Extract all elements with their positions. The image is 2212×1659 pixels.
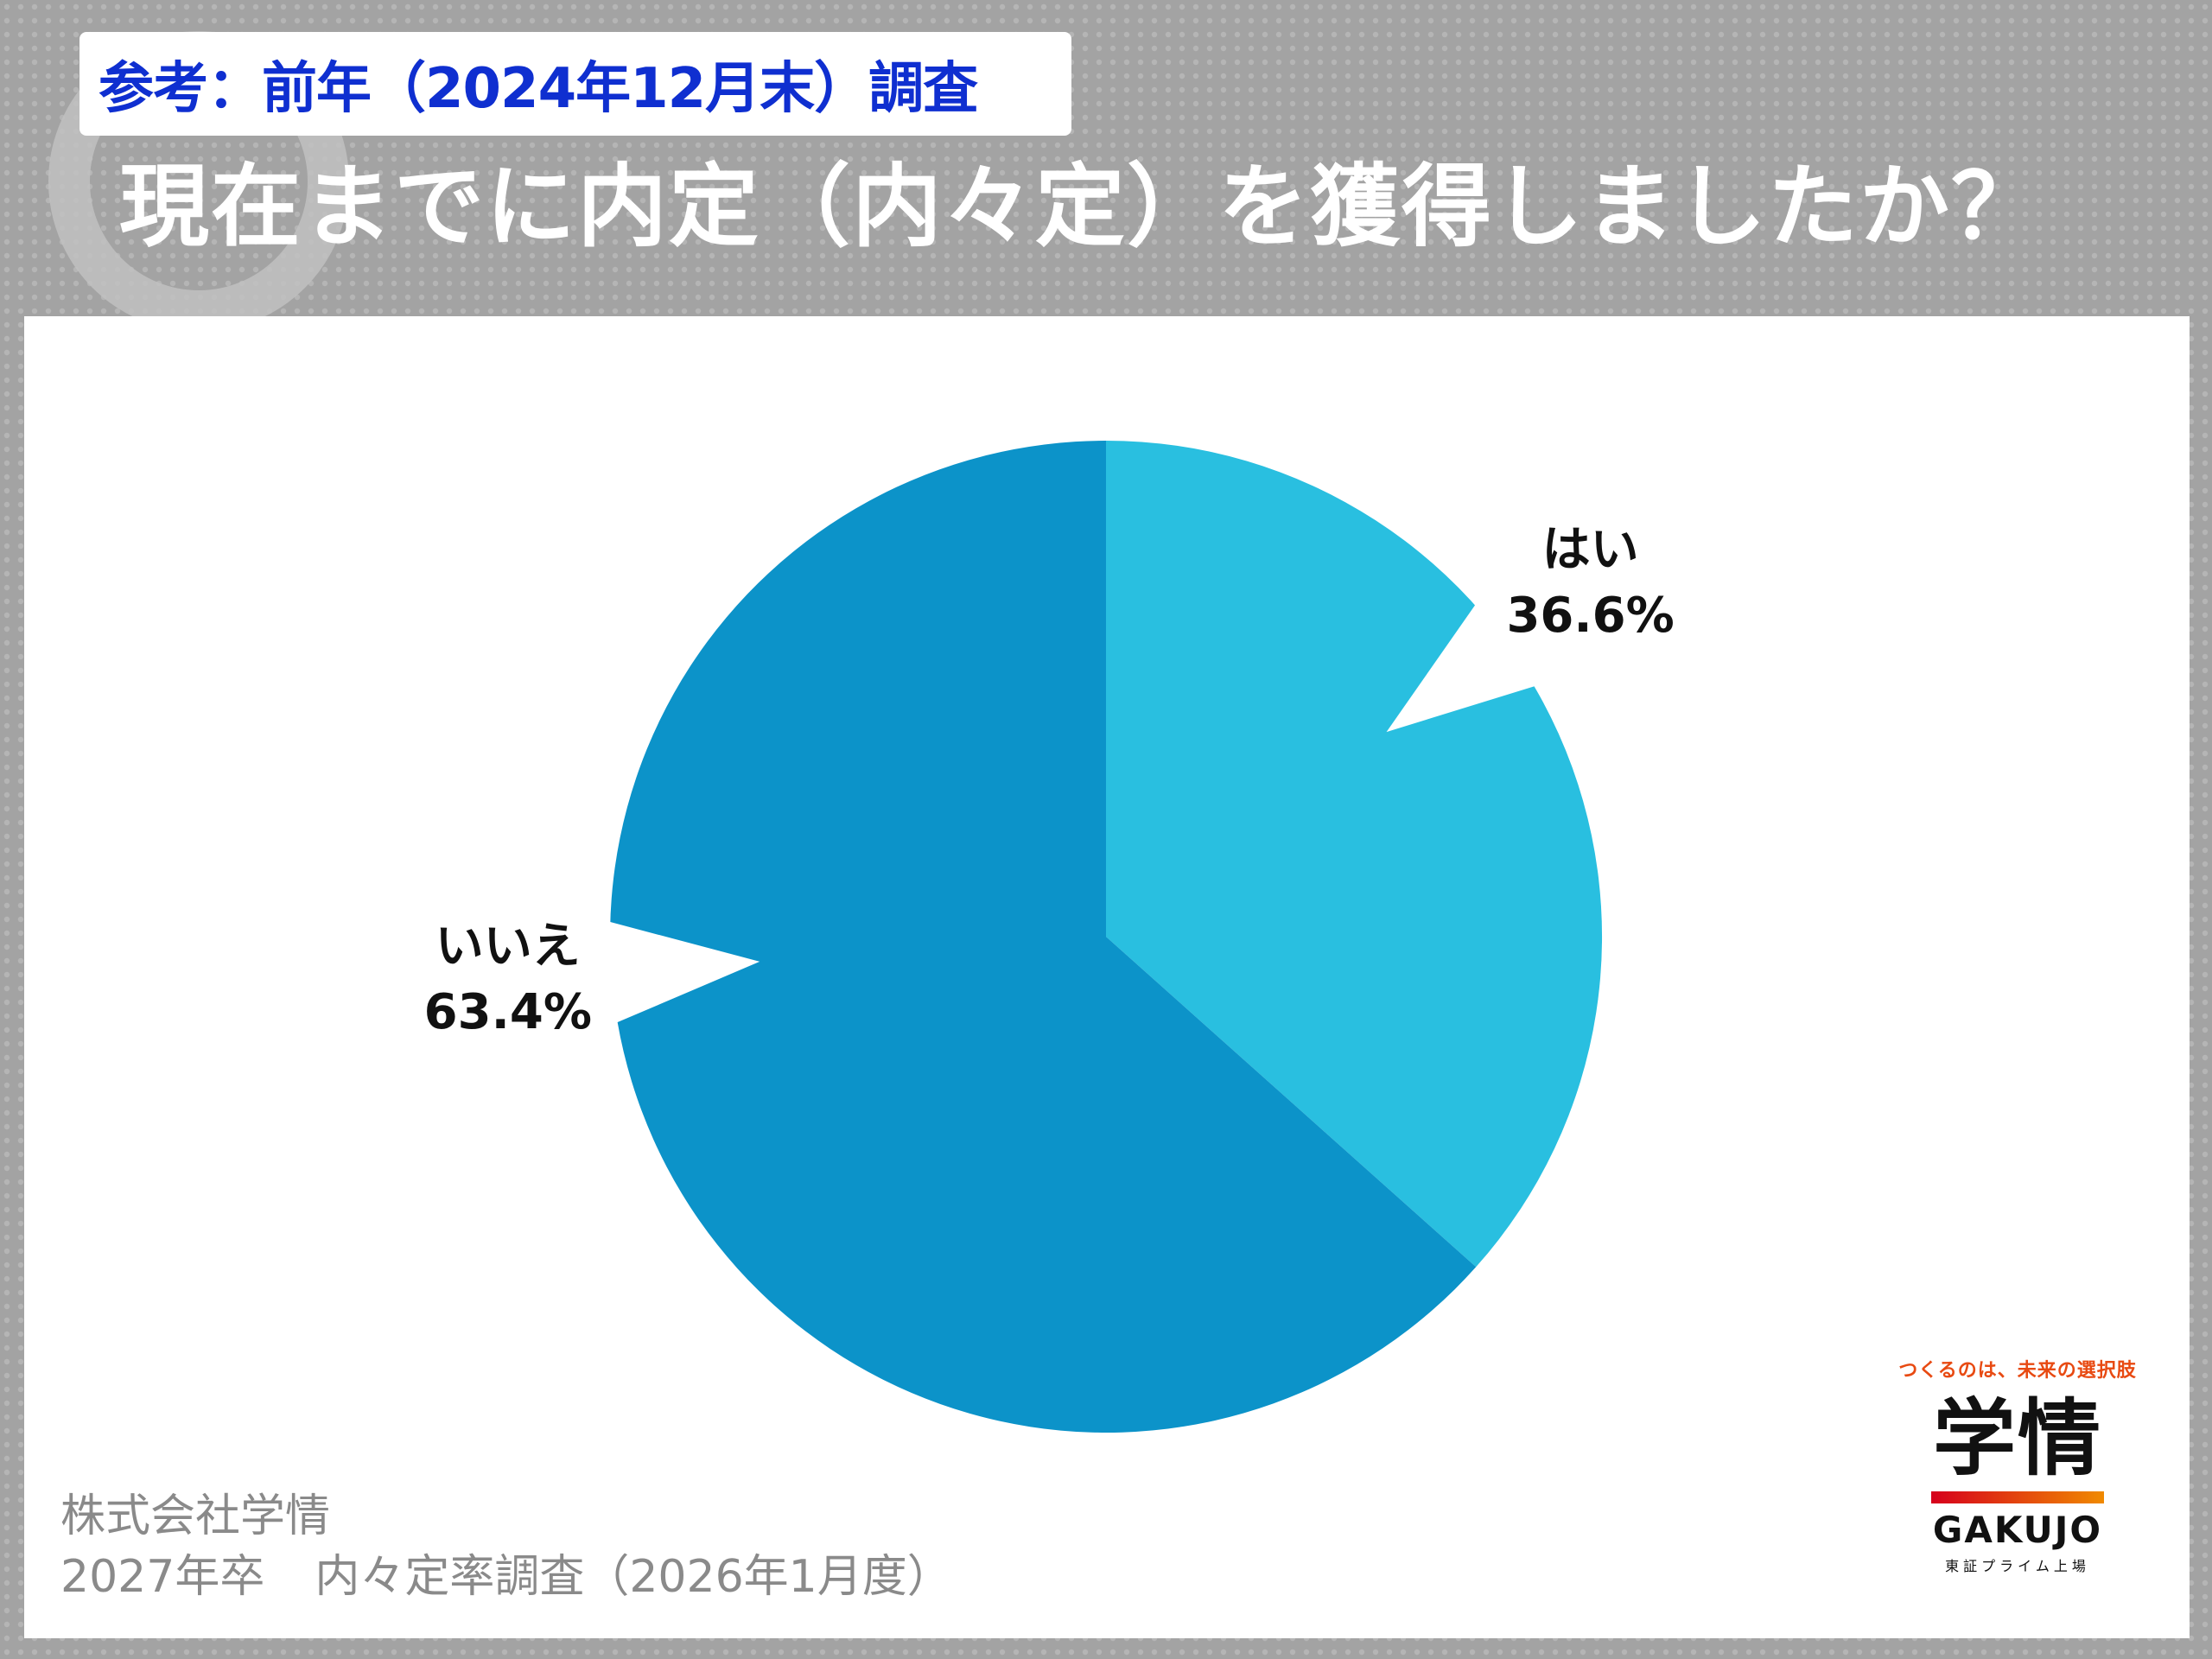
pie-slice-no bbox=[610, 441, 1477, 1433]
logo-tagline: つくるのは、未来の選択肢 bbox=[1898, 1360, 2137, 1382]
survey-title-line: 2027年卒 内々定率調査（2026年1月度） bbox=[60, 1547, 952, 1607]
slice-label-no: いいえ bbox=[435, 918, 581, 975]
gakujo-logo: つくるのは、未来の選択肢 学情 GAKUJO 東証プライム上場 bbox=[1892, 1355, 2143, 1588]
label-callout-yes bbox=[1386, 599, 1541, 733]
slice-label-yes: はい bbox=[1542, 522, 1639, 578]
logo-bar bbox=[1931, 1491, 2104, 1503]
logo-listing: 東証プライム上場 bbox=[1945, 1558, 2090, 1574]
chart-panel: はい 36.6% いいえ 63.4% bbox=[24, 316, 2190, 1638]
company-name: 株式会社学情 bbox=[60, 1491, 331, 1542]
survey-year: 2027年卒 bbox=[60, 1551, 265, 1603]
slice-value-no: 63.4% bbox=[424, 984, 592, 1040]
survey-name: 内々定率調査（2026年1月度） bbox=[315, 1551, 952, 1603]
reference-tag: 参考：前年（2024年12月末）調査 bbox=[79, 32, 1071, 136]
footer-credit: 株式会社学情 2027年卒 内々定率調査（2026年1月度） bbox=[60, 1486, 952, 1607]
label-callout-no bbox=[603, 919, 760, 1026]
pie-chart: はい 36.6% いいえ 63.4% bbox=[424, 441, 1675, 1433]
slice-value-yes: 36.6% bbox=[1506, 588, 1674, 644]
logo-brand: GAKUJO bbox=[1932, 1509, 2103, 1551]
page-title: 現在までに内定（内々定）を獲得しましたか？ bbox=[119, 154, 2044, 259]
logo-mark: 学情 bbox=[1933, 1390, 2102, 1487]
